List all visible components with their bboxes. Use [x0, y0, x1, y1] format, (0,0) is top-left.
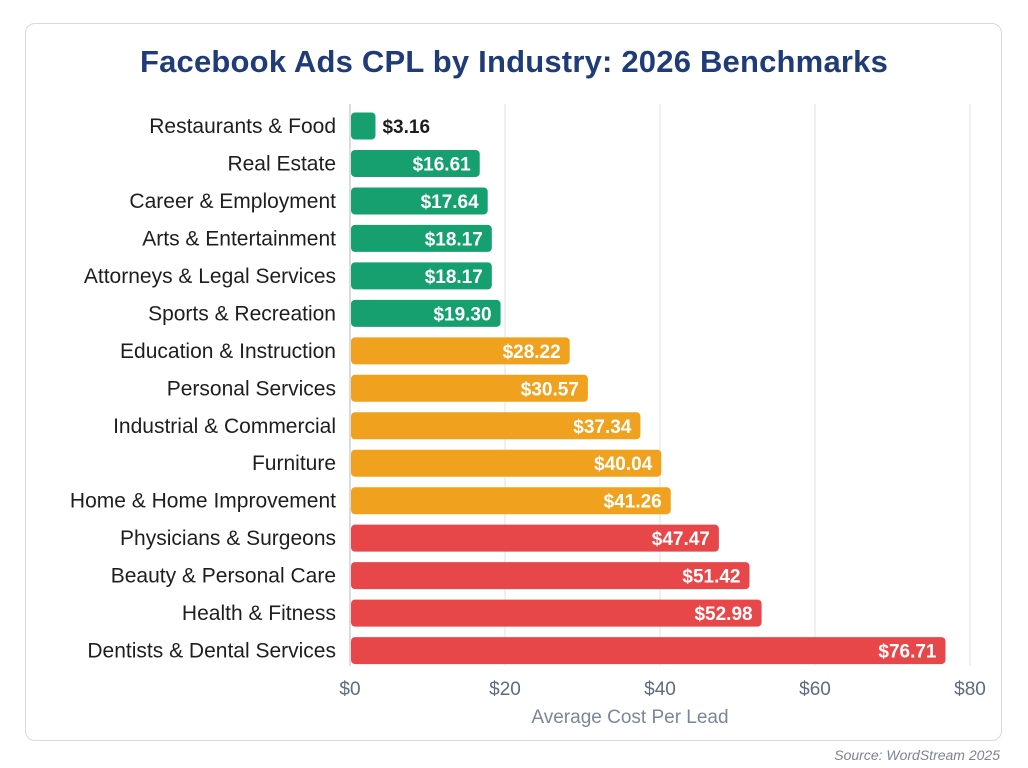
value-label: $76.71 [878, 642, 937, 663]
category-label: Health & Fitness [182, 602, 336, 625]
bar [351, 562, 750, 590]
x-tick-label: $40 [644, 679, 676, 700]
chart-title: Facebook Ads CPL by Industry: 2026 Bench… [139, 44, 889, 79]
category-label: Restaurants & Food [149, 115, 336, 138]
value-label: $18.17 [425, 267, 483, 288]
bar [351, 224, 492, 252]
bar [351, 149, 480, 177]
bar [351, 412, 641, 440]
source-note: Source: WordStream 2025 [834, 747, 1000, 763]
value-label: $17.64 [421, 192, 480, 213]
value-label: $41.26 [604, 492, 662, 513]
category-label: Career & Employment [129, 190, 336, 213]
bar [351, 599, 762, 627]
value-label: $51.42 [682, 567, 740, 588]
category-label: Education & Instruction [120, 340, 336, 363]
bar [351, 187, 488, 215]
bar [351, 337, 570, 365]
bar [351, 524, 719, 552]
bar [351, 449, 662, 477]
bar [351, 262, 492, 290]
x-axis-label: Average Cost Per Lead [531, 707, 728, 728]
category-label: Industrial & Commercial [113, 415, 336, 438]
value-label: $16.61 [413, 154, 472, 175]
x-tick-label: $60 [799, 679, 831, 700]
value-label: $30.57 [521, 379, 579, 400]
value-label: $47.47 [652, 529, 710, 550]
category-label: Attorneys & Legal Services [84, 265, 336, 288]
bar [351, 112, 376, 140]
value-label: $18.17 [425, 229, 483, 250]
bar [351, 374, 588, 402]
value-label: $37.34 [573, 417, 632, 438]
category-label: Furniture [252, 452, 336, 475]
category-label: Dentists & Dental Services [87, 640, 336, 663]
category-label: Real Estate [227, 152, 336, 175]
value-label: $19.30 [433, 304, 491, 325]
value-label: $28.22 [503, 342, 561, 363]
x-tick-label: $0 [339, 679, 360, 700]
x-tick-label: $80 [954, 679, 986, 700]
value-label: $3.16 [382, 117, 430, 138]
value-label: $52.98 [694, 604, 752, 625]
category-label: Home & Home Improvement [70, 490, 336, 513]
category-label: Personal Services [167, 377, 336, 400]
category-label: Physicians & Surgeons [120, 527, 336, 550]
category-label: Sports & Recreation [148, 302, 336, 325]
category-label: Arts & Entertainment [142, 227, 336, 250]
bar [351, 637, 946, 665]
bar [351, 299, 501, 327]
bar [351, 487, 671, 515]
value-label: $40.04 [594, 454, 653, 475]
category-label: Beauty & Personal Care [111, 565, 336, 588]
x-tick-label: $20 [489, 679, 521, 700]
